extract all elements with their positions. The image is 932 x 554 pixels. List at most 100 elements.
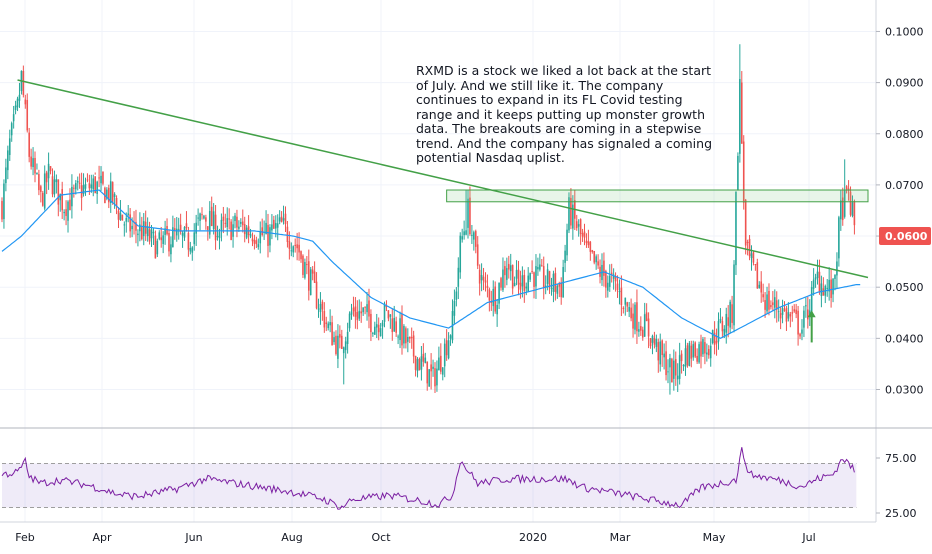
candle-body [529, 273, 531, 280]
candle-body [665, 351, 667, 376]
candle-body [521, 275, 524, 287]
candle-body [311, 269, 314, 274]
candle-body [40, 186, 42, 192]
candle-body [205, 217, 207, 222]
candle-body [676, 375, 679, 380]
candle-body [197, 217, 199, 219]
candle-body [69, 199, 71, 210]
candle-body [119, 212, 122, 220]
candle-body [575, 221, 578, 229]
candle-body [414, 355, 417, 370]
candle-body [137, 233, 139, 236]
candle-body [789, 314, 792, 317]
rsi-tick-label: 25.00 [885, 507, 917, 520]
candle-body [193, 232, 196, 245]
candle-body [832, 278, 834, 295]
candle-body [735, 191, 737, 266]
candle-body [721, 321, 724, 332]
resistance-zone [446, 189, 869, 203]
candle-body [234, 215, 236, 222]
candle-body [760, 281, 763, 293]
candle-body [389, 314, 392, 317]
candle-body [181, 233, 184, 236]
candle-body [713, 332, 716, 345]
candle-body [707, 349, 710, 356]
candle-body [41, 192, 44, 206]
candle-body [502, 269, 504, 290]
candle-body [750, 253, 753, 259]
candle-body [61, 189, 63, 211]
candle-body [523, 274, 526, 291]
candle-body [164, 228, 166, 235]
candle-body [339, 334, 341, 338]
candle-body [284, 213, 287, 225]
candle-body [154, 235, 157, 259]
candle-body [306, 264, 308, 266]
time-tick-label: May [703, 531, 726, 544]
candle-body [727, 317, 729, 326]
candle-body [189, 248, 192, 252]
candle-body [552, 273, 555, 292]
candle-body [560, 282, 563, 298]
candle-body [539, 264, 541, 270]
candle-body [585, 240, 588, 244]
candle-body [768, 290, 770, 310]
candle-body [78, 182, 81, 184]
candle-body [698, 344, 700, 363]
candle-body [597, 261, 599, 266]
candle-body [531, 270, 533, 272]
candle-body [700, 341, 702, 357]
candle-body [812, 279, 815, 289]
candle-body [36, 172, 38, 175]
candle-body [214, 214, 217, 241]
candle-body [686, 345, 689, 366]
candle-body [480, 274, 483, 281]
candle-body [773, 297, 776, 308]
candle-body [168, 233, 170, 252]
candle-body [515, 270, 518, 279]
candle-body [849, 191, 852, 215]
candle-body [313, 271, 316, 283]
candle-body [92, 178, 95, 190]
candle-body [550, 288, 553, 290]
candle-body [43, 173, 46, 209]
candle-body [125, 218, 128, 222]
candle-body [509, 265, 512, 272]
candle-body [694, 342, 696, 357]
candle-body [74, 183, 77, 190]
candle-body [667, 371, 669, 373]
candle-body [121, 214, 124, 221]
candle-body [669, 358, 671, 368]
candle-body [754, 263, 757, 265]
candle-body [113, 194, 116, 198]
candle-body [278, 217, 281, 222]
candle-body [203, 215, 205, 219]
candle-body [420, 356, 423, 370]
candle-body [453, 300, 456, 316]
candle-body [434, 368, 436, 387]
candle-body [799, 333, 801, 337]
candle-body [474, 231, 477, 247]
candle-body [490, 301, 493, 303]
candle-body [325, 322, 328, 325]
candle-body [704, 342, 706, 354]
candle-body [24, 99, 27, 105]
candle-body [304, 262, 306, 278]
candle-body [461, 236, 463, 240]
moving-average-line [1, 189, 861, 339]
candle-body [238, 226, 240, 229]
candle-body [379, 328, 382, 337]
candle-body [391, 318, 394, 333]
candle-body [443, 343, 446, 367]
candle-body [795, 309, 797, 315]
candle-body [568, 197, 570, 231]
candle-body [220, 219, 223, 231]
candle-body [746, 241, 749, 244]
candle-body [269, 227, 271, 246]
candle-body [614, 276, 617, 282]
candle-body [302, 255, 304, 275]
candle-body [533, 272, 535, 287]
candle-body [818, 271, 821, 292]
candle-body [160, 237, 163, 241]
candle-body [641, 329, 644, 338]
